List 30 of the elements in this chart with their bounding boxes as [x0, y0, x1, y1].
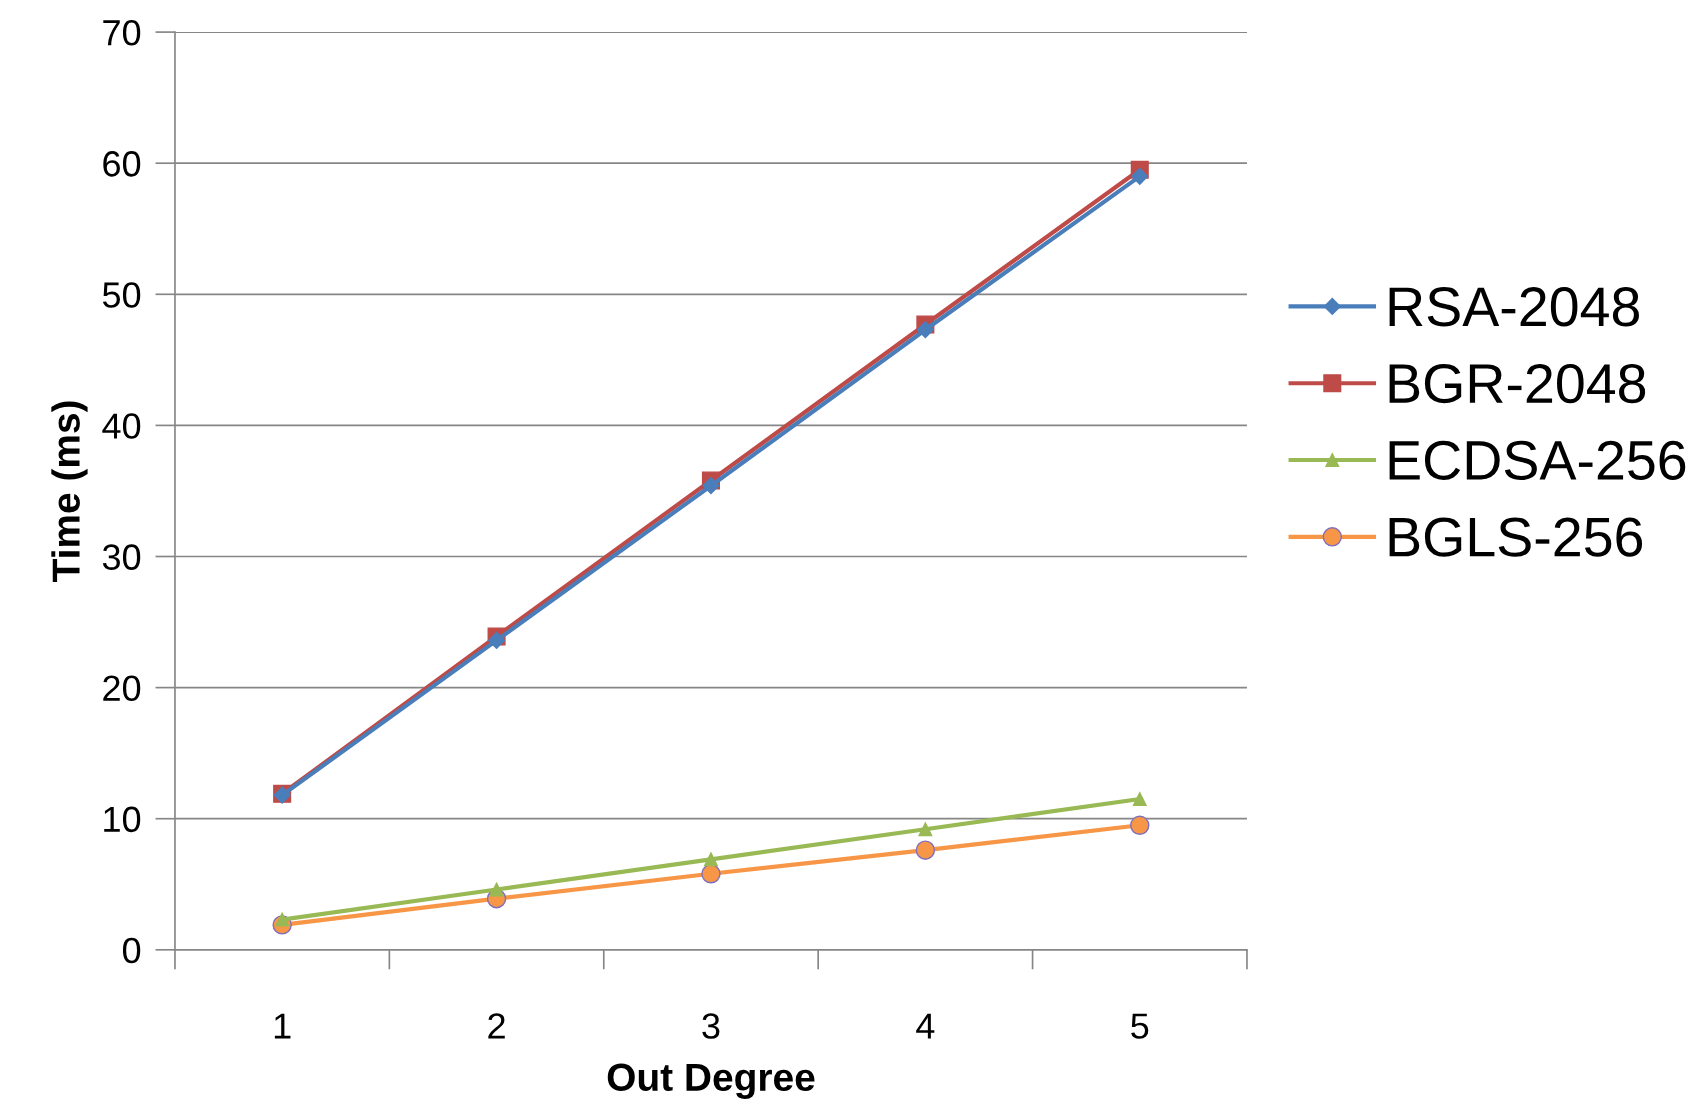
point: [1132, 792, 1147, 806]
legend-label: RSA-2048: [1389, 287, 1639, 327]
point: [1131, 167, 1149, 185]
y-tick-label: 10: [104, 806, 141, 833]
point: [918, 822, 933, 837]
legend-label: BGR-2048: [1389, 363, 1646, 404]
legend-label: BGLS-256: [1389, 517, 1643, 557]
point: [916, 321, 934, 339]
point: [702, 477, 720, 495]
legend-label: ECDSA-256: [1389, 440, 1686, 481]
y-tick-label: 20: [103, 675, 141, 702]
y-tick-label: 60: [103, 151, 141, 177]
x-tick-label: 3: [702, 1013, 720, 1039]
x-tick-label: 4: [916, 1013, 935, 1039]
y-tick-label: 50: [102, 282, 141, 308]
y-tick-label: 30: [102, 544, 141, 570]
x-tick-label: 1: [274, 1013, 291, 1039]
x-tick-label: 2: [488, 1013, 505, 1039]
y-tick-label: 40: [102, 413, 141, 439]
y-tick-label: 0: [122, 937, 141, 964]
x-tick-label: 5: [1131, 1013, 1149, 1039]
point: [704, 852, 718, 867]
y-axis-title: Time (ms): [51, 401, 88, 583]
y-tick-label: 70: [103, 19, 141, 46]
point: [701, 864, 721, 884]
point: [915, 840, 936, 860]
point: [1130, 815, 1150, 835]
point: [488, 631, 506, 649]
x-axis-title: Out Degree: [607, 1063, 815, 1099]
point: [489, 882, 504, 897]
